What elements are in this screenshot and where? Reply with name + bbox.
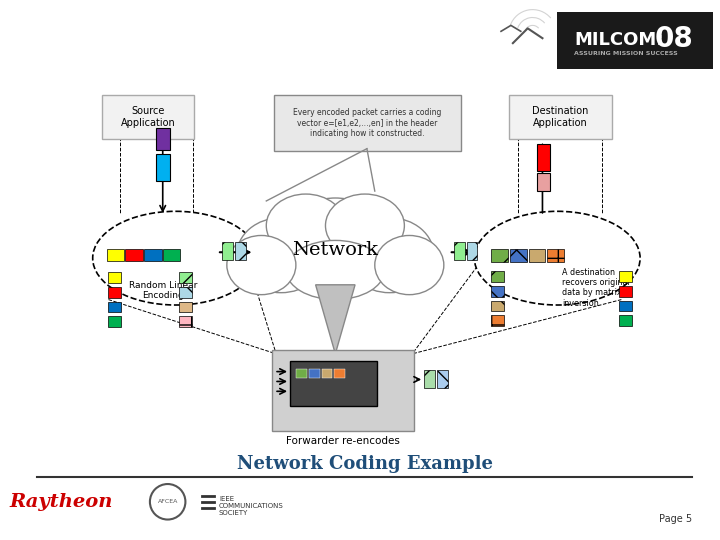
FancyBboxPatch shape [156, 153, 170, 181]
Ellipse shape [325, 194, 405, 257]
FancyBboxPatch shape [334, 369, 345, 377]
FancyBboxPatch shape [491, 271, 504, 282]
Text: AFCEA: AFCEA [158, 500, 178, 504]
FancyBboxPatch shape [509, 96, 611, 139]
Ellipse shape [474, 211, 640, 305]
Ellipse shape [345, 218, 434, 293]
Text: IEEE
COMMUNICATIONS
SOCIETY: IEEE COMMUNICATIONS SOCIETY [219, 496, 284, 516]
Text: Network Coding Example: Network Coding Example [237, 455, 493, 473]
FancyBboxPatch shape [619, 301, 632, 312]
FancyBboxPatch shape [296, 369, 307, 377]
FancyBboxPatch shape [179, 316, 192, 327]
Ellipse shape [237, 218, 325, 293]
Ellipse shape [93, 211, 258, 305]
FancyBboxPatch shape [222, 242, 233, 260]
Ellipse shape [227, 235, 296, 295]
FancyBboxPatch shape [274, 96, 461, 151]
Text: Raytheon: Raytheon [9, 493, 113, 511]
FancyBboxPatch shape [491, 301, 504, 312]
FancyBboxPatch shape [109, 301, 121, 313]
FancyBboxPatch shape [619, 286, 632, 296]
Text: MILCOM:: MILCOM: [574, 31, 663, 49]
FancyBboxPatch shape [437, 369, 448, 388]
Text: Random Linear
Encoding: Random Linear Encoding [129, 281, 197, 300]
FancyBboxPatch shape [491, 249, 508, 262]
FancyBboxPatch shape [107, 249, 125, 261]
FancyBboxPatch shape [179, 301, 192, 313]
FancyBboxPatch shape [491, 315, 504, 326]
FancyBboxPatch shape [102, 96, 194, 139]
Ellipse shape [375, 235, 444, 295]
FancyBboxPatch shape [109, 287, 121, 298]
Text: Network: Network [292, 241, 378, 259]
FancyBboxPatch shape [179, 287, 192, 298]
FancyBboxPatch shape [424, 369, 435, 388]
Text: Forwarder re-encodes: Forwarder re-encodes [287, 436, 400, 446]
Text: Destination
Application: Destination Application [532, 106, 588, 128]
FancyBboxPatch shape [510, 249, 527, 262]
FancyBboxPatch shape [179, 272, 192, 283]
FancyBboxPatch shape [125, 249, 143, 261]
FancyBboxPatch shape [536, 144, 550, 171]
FancyBboxPatch shape [536, 173, 550, 191]
FancyBboxPatch shape [109, 316, 121, 327]
Ellipse shape [281, 198, 390, 293]
FancyBboxPatch shape [491, 286, 504, 296]
Ellipse shape [286, 240, 384, 300]
Text: ASSURING MISSION SUCCESS: ASSURING MISSION SUCCESS [574, 51, 678, 56]
FancyBboxPatch shape [467, 242, 477, 260]
FancyBboxPatch shape [619, 271, 632, 282]
FancyBboxPatch shape [109, 272, 121, 283]
FancyBboxPatch shape [322, 369, 333, 377]
FancyBboxPatch shape [454, 242, 464, 260]
FancyBboxPatch shape [557, 11, 713, 69]
Circle shape [150, 484, 186, 519]
Polygon shape [315, 285, 355, 354]
FancyBboxPatch shape [547, 249, 564, 262]
FancyBboxPatch shape [528, 249, 546, 262]
Text: A destination
recovers original
data by matrix
inversion: A destination recovers original data by … [562, 268, 630, 308]
FancyBboxPatch shape [163, 249, 181, 261]
FancyBboxPatch shape [144, 249, 162, 261]
FancyBboxPatch shape [235, 242, 246, 260]
Text: Page 5: Page 5 [660, 514, 693, 524]
FancyBboxPatch shape [156, 128, 170, 150]
FancyBboxPatch shape [309, 369, 320, 377]
FancyBboxPatch shape [290, 361, 377, 406]
FancyBboxPatch shape [619, 315, 632, 326]
Ellipse shape [266, 194, 345, 257]
FancyBboxPatch shape [272, 350, 414, 431]
Text: Source
Application: Source Application [120, 106, 175, 128]
Text: 08: 08 [655, 25, 693, 53]
Text: Every encoded packet carries a coding
vector e=[e1,e2,…,en] in the header
indica: Every encoded packet carries a coding ve… [293, 108, 441, 138]
